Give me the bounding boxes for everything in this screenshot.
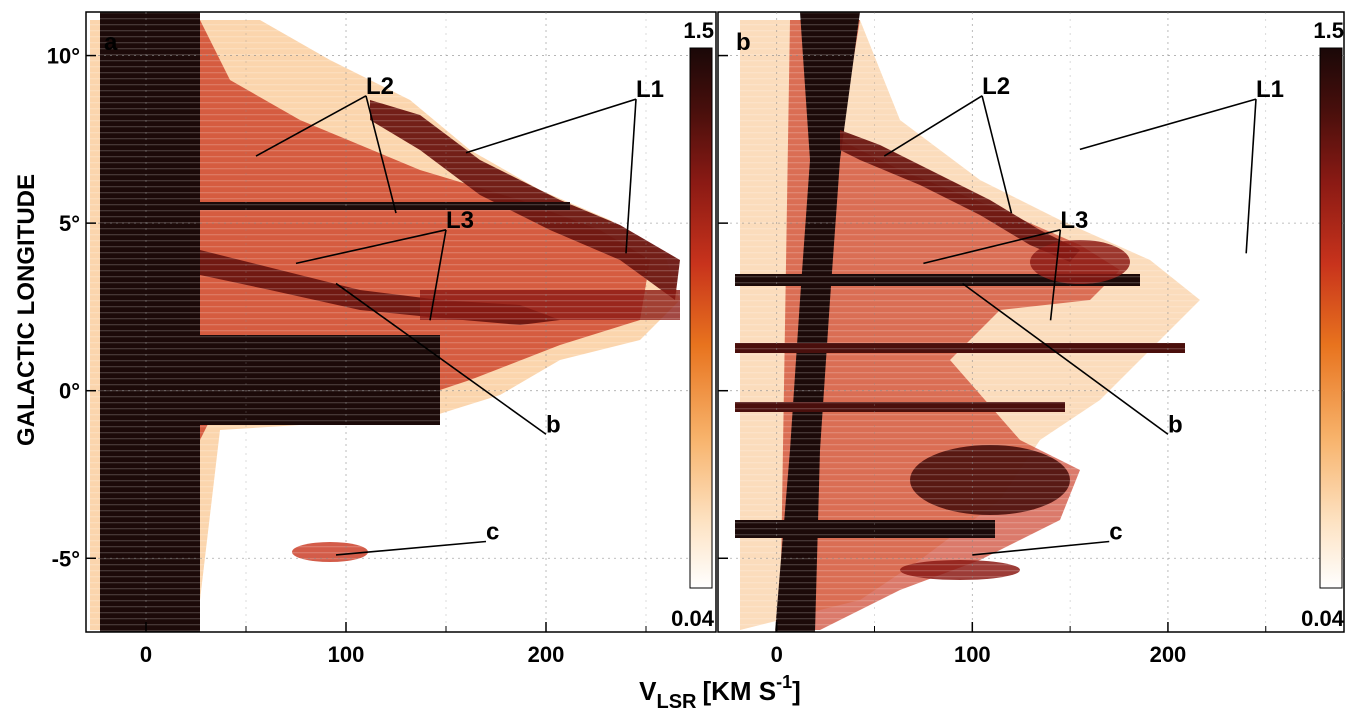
x-tick-label-b-1: 100	[954, 642, 991, 667]
x-axis-title: VLSR [KM S-1]	[639, 672, 801, 711]
annotation-line-a-0-0	[255, 95, 367, 157]
annotation-line-a-0-1	[365, 95, 397, 214]
x-tick-label-a-0: 0	[140, 642, 152, 667]
x-axis-title-sub: LSR	[656, 691, 697, 711]
panel-a-frame	[85, 11, 717, 633]
annotation-b-c: c	[1109, 519, 1122, 546]
scan-overlay-b	[718, 12, 1344, 632]
annotation-line-b-0-0	[883, 95, 983, 157]
annotation-line-b-4-0	[972, 540, 1110, 556]
annotation-line-a-2-0	[295, 229, 447, 265]
panel-b-heatmap	[718, 12, 1344, 632]
panel-b-colorbar-max: 1.5	[1313, 18, 1344, 43]
annotation-line-b-2-1	[1049, 229, 1062, 321]
panel-a-grid	[86, 12, 716, 632]
panel-a-colorbar-max: 1.5	[683, 18, 714, 43]
annotation-line-a-2-1	[429, 229, 447, 321]
panel-a-colorbar	[689, 47, 713, 589]
annotation-line-a-4-0	[335, 540, 487, 556]
annotation-a-c: c	[486, 519, 499, 546]
annotation-b-b: b	[1168, 411, 1183, 438]
x-axis-title-main: V	[639, 676, 657, 706]
x-tick-label-a-2: 200	[528, 642, 565, 667]
panel-b-annotations: L2 L1 L3 b c	[883, 73, 1284, 556]
y-tick-label-3: -5°	[52, 546, 80, 571]
annotation-line-a-1-1	[625, 99, 637, 254]
panel-a-ticks: 0 100 200 10° 5° 0° -5°	[47, 44, 647, 667]
panel-b-frame	[717, 11, 1345, 633]
panel-b-colorbar-min: 0.04	[1301, 606, 1345, 631]
panel-a-label: a	[104, 29, 118, 56]
annotation-a-l2: L2	[366, 73, 394, 100]
panel-b: 0 100 200 1.5 0.04 b L2 L1 L3 b c	[717, 11, 1345, 667]
panel-a: 0 100 200 10° 5° 0° -5° 1.5 0.04 a L2 L1 L3 b c	[47, 11, 717, 667]
panel-a-colorbar-min: 0.04	[671, 606, 715, 631]
annotation-line-b-1-1	[1245, 99, 1257, 254]
annotation-a-b: b	[546, 411, 561, 438]
annotation-line-b-1-0	[1079, 98, 1257, 151]
y-axis-title: GALACTIC LONGITUDE	[13, 174, 40, 446]
annotation-a-l1: L1	[636, 76, 664, 103]
x-axis-title-exp: -1	[776, 672, 792, 692]
panel-b-grid	[718, 12, 1344, 632]
panel-b-colorbar	[1319, 47, 1343, 589]
annotation-line-a-3-0	[335, 282, 547, 435]
x-axis-title-unit: [KM S	[702, 676, 776, 706]
x-tick-label-b-2: 200	[1150, 642, 1187, 667]
annotation-line-b-0-1	[981, 95, 1013, 214]
panel-a-heatmap	[86, 12, 716, 632]
panel-b-ticks: 0 100 200	[718, 54, 1267, 667]
annotation-a-l3: L3	[446, 207, 474, 234]
x-axis-title-close: ]	[792, 676, 801, 706]
x-tick-label-b-0: 0	[771, 642, 783, 667]
annotation-b-l3: L3	[1060, 207, 1088, 234]
panel-b-label: b	[736, 29, 751, 56]
annotation-b-l2: L2	[982, 73, 1010, 100]
y-tick-label-0: 10°	[47, 44, 80, 69]
annotation-line-b-2-0	[923, 229, 1061, 265]
annotation-line-b-3-0	[962, 282, 1169, 435]
scan-overlay-a	[86, 12, 716, 632]
x-tick-label-a-1: 100	[328, 642, 365, 667]
y-tick-label-1: 5°	[59, 211, 80, 236]
y-tick-label-2: 0°	[59, 379, 80, 404]
annotation-b-l1: L1	[1256, 76, 1284, 103]
annotation-line-a-1-0	[465, 98, 637, 154]
panel-a-annotations: L2 L1 L3 b c	[255, 73, 664, 556]
